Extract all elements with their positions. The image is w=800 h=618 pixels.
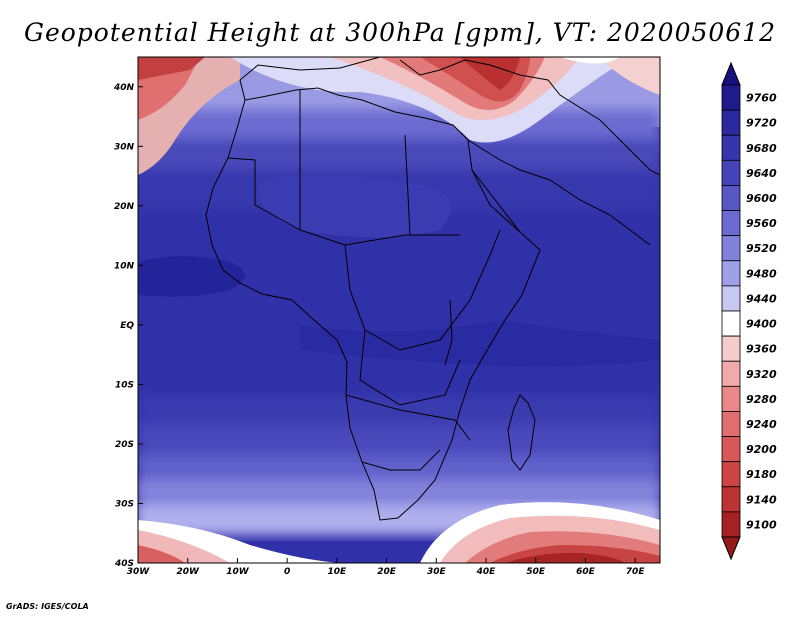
lat-tick-label: 10N xyxy=(114,261,135,271)
colorbar-label: 9200 xyxy=(746,443,777,456)
lon-tick-label: 10E xyxy=(328,567,348,577)
colorbar-label: 9140 xyxy=(746,493,777,506)
colorbar-label: 9240 xyxy=(746,418,777,431)
colorbar-swatch xyxy=(721,210,741,237)
colorbar: 9760 9720 9680 9640 9600 9560 9520 9480 9440 9400… xyxy=(721,61,777,561)
lat-tick-label: EQ xyxy=(120,321,134,331)
colorbar-label: 9720 xyxy=(746,117,777,130)
colorbar-swatch xyxy=(721,360,741,387)
colorbar-label: 9640 xyxy=(746,167,777,180)
coastlines xyxy=(205,57,660,521)
colorbar-swatch xyxy=(721,461,741,488)
colorbar-swatch xyxy=(721,185,741,211)
lon-tick-label: 20E xyxy=(377,567,397,577)
colorbar-swatch xyxy=(721,109,741,136)
plot-frame xyxy=(137,56,661,564)
colorbar-swatch xyxy=(721,260,741,287)
colorbar-label: 9600 xyxy=(746,192,777,205)
lat-tick-label: 20N xyxy=(114,202,135,212)
lat-tick-label: 40S xyxy=(114,559,134,569)
map-title: Geopotential Height at 300hPa [gpm], VT:… xyxy=(23,18,777,47)
colorbar-swatch xyxy=(721,411,741,437)
colorbar-label: 9320 xyxy=(746,368,777,381)
colorbar-swatch xyxy=(721,310,741,337)
lat-tick-label: 30S xyxy=(115,499,134,509)
colorbar-label: 9520 xyxy=(746,242,777,255)
colorbar-label: 9400 xyxy=(746,318,777,331)
colorbar-swatch xyxy=(721,486,741,513)
colorbar-swatch xyxy=(721,511,741,538)
colorbar-swatch xyxy=(721,335,741,362)
lon-tick-label: 50E xyxy=(526,567,546,577)
lon-tick-label: 30E xyxy=(427,567,447,577)
colorbar-swatch xyxy=(721,385,741,412)
lon-tick-label: 30W xyxy=(127,567,151,577)
colorbar-label: 9560 xyxy=(746,217,777,230)
colorbar-swatch xyxy=(721,159,741,186)
lat-tick-label: 10S xyxy=(115,380,134,390)
colorbar-swatch xyxy=(721,235,741,262)
grads-credit: GrADS: IGES/COLA xyxy=(6,602,89,611)
colorbar-swatch xyxy=(721,134,741,161)
lat-tick-label: 40N xyxy=(113,83,135,93)
colorbar-label: 9480 xyxy=(746,267,777,280)
colorbar-label: 9760 xyxy=(746,92,777,105)
colorbar-swatch xyxy=(721,436,741,463)
height-field xyxy=(138,57,660,563)
colorbar-label: 9280 xyxy=(746,393,777,406)
lon-tick-label: 70E xyxy=(626,567,646,577)
colorbar-top-arrow xyxy=(721,61,741,86)
lat-tick-label: 30N xyxy=(114,142,135,152)
colorbar-label: 9100 xyxy=(746,518,777,531)
lat-tick-label: 20S xyxy=(115,440,134,450)
colorbar-label: 9360 xyxy=(746,343,777,356)
longitude-axis: 30W 20W 10W 0 10E 20E 30E 40E 50E 60E 70E xyxy=(127,558,646,577)
colorbar-label: 9680 xyxy=(746,142,777,155)
latitude-axis: 40N 30N 20N 10N EQ 10S 20S 30S 40S xyxy=(113,83,143,569)
lon-tick-label: 10W xyxy=(226,567,250,577)
lon-tick-label: 20W xyxy=(176,567,200,577)
lon-tick-label: 0 xyxy=(284,567,290,577)
colorbar-bottom-arrow xyxy=(721,536,741,561)
colorbar-label: 9180 xyxy=(746,468,777,481)
lon-tick-label: 60E xyxy=(576,567,596,577)
colorbar-label: 9440 xyxy=(746,292,777,305)
colorbar-swatch xyxy=(721,84,741,111)
lon-tick-label: 40E xyxy=(476,567,497,577)
colorbar-swatch xyxy=(721,285,741,312)
